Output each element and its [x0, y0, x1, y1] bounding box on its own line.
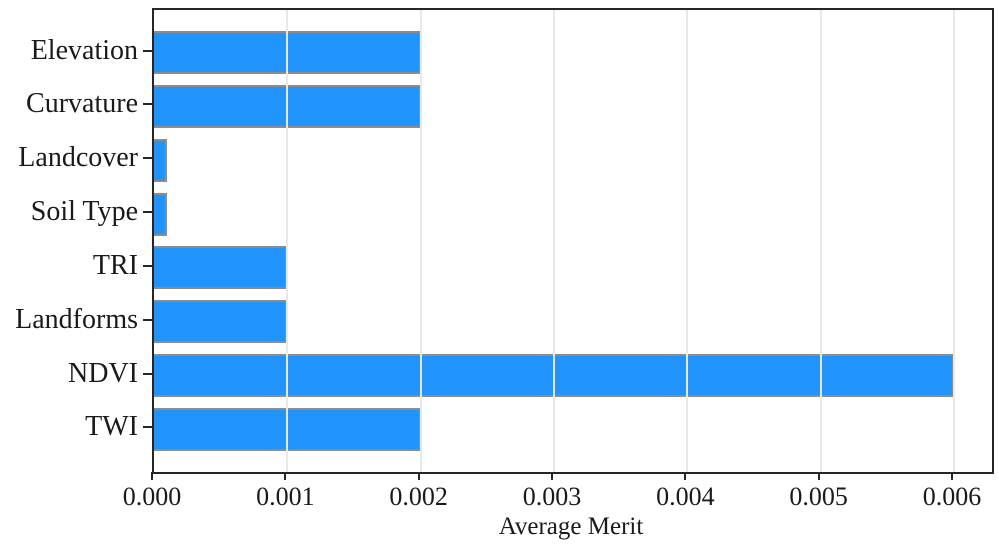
gridline — [953, 10, 955, 472]
y-tick-mark — [143, 157, 152, 160]
gridline — [419, 10, 422, 472]
x-tick-label: 0.001 — [256, 482, 315, 511]
y-tick-label: Landforms — [15, 303, 138, 335]
x-tick-mark — [284, 472, 287, 480]
gridline — [686, 10, 689, 472]
y-tick-label: Curvature — [26, 88, 138, 120]
bar-landcover — [154, 138, 168, 182]
bar-tri — [154, 246, 288, 290]
x-tick-mark — [417, 472, 420, 480]
y-tick-label: Landcover — [18, 142, 138, 174]
gridline — [553, 10, 555, 472]
x-tick-label: 0.005 — [789, 482, 848, 511]
gridline — [286, 10, 289, 472]
x-tick-mark — [684, 472, 687, 480]
plot-area — [152, 8, 994, 474]
bar-landforms — [154, 300, 288, 344]
y-tick-label: TWI — [85, 411, 138, 443]
x-tick-mark — [951, 472, 953, 480]
y-tick-mark — [143, 426, 152, 429]
x-axis-title: Average Merit — [498, 513, 644, 540]
y-tick-mark — [143, 318, 152, 321]
x-tick-label: 0.002 — [389, 482, 448, 511]
y-tick-mark — [143, 211, 152, 214]
y-tick-mark — [143, 49, 152, 52]
y-tick-label: Soil Type — [30, 196, 138, 228]
x-tick-mark — [151, 472, 153, 480]
y-tick-mark — [143, 103, 152, 106]
x-tick-label: 0.000 — [122, 482, 182, 511]
gridline — [819, 10, 822, 472]
x-tick-label: 0.003 — [522, 482, 582, 511]
x-tick-mark — [551, 472, 553, 480]
x-tick-mark — [817, 472, 820, 480]
bar-soil-type — [154, 192, 168, 236]
y-tick-mark — [143, 264, 152, 267]
x-tick-label: 0.006 — [922, 482, 982, 511]
y-tick-label: NDVI — [68, 357, 138, 389]
x-tick-label: 0.004 — [656, 482, 715, 511]
y-tick-label: TRI — [92, 249, 138, 281]
y-tick-mark — [143, 372, 152, 375]
y-tick-label: Elevation — [30, 34, 138, 66]
